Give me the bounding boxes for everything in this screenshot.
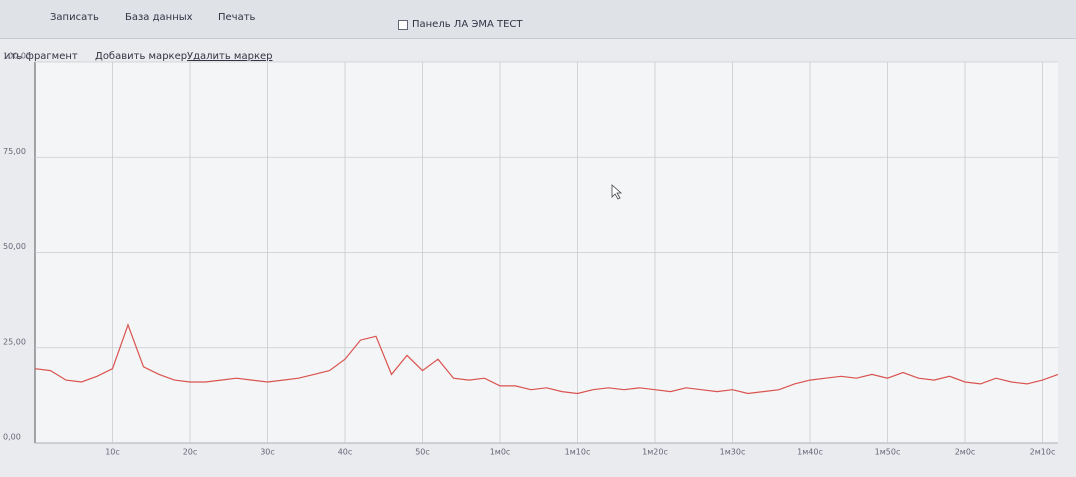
y-tick-label: 0,00 xyxy=(3,433,21,442)
x-tick-label: 1м0с xyxy=(490,448,511,457)
y-tick-label: 75,00 xyxy=(3,147,26,156)
x-tick-label: 40с xyxy=(338,448,353,457)
x-tick-label: 1м40с xyxy=(797,448,823,457)
y-tick-label: 100,00 xyxy=(3,52,31,61)
x-tick-label: 50с xyxy=(415,448,430,457)
x-tick-label: 20с xyxy=(183,448,198,457)
x-tick-label: 2м10с xyxy=(1030,448,1056,457)
x-tick-label: 1м20с xyxy=(642,448,668,457)
x-tick-label: 1м10с xyxy=(565,448,591,457)
y-tick-label: 25,00 xyxy=(3,337,26,346)
x-tick-label: 2м0с xyxy=(955,448,976,457)
x-tick-label: 1м30с xyxy=(720,448,746,457)
y-tick-label: 50,00 xyxy=(3,242,26,251)
app-window: Записать База данных Печать Панель ЛА ЭМ… xyxy=(0,0,1076,477)
x-tick-label: 30с xyxy=(260,448,275,457)
chart: 0,00 25,00 50,00 75,00 100,00 10с 20с 30с 40с 50с… xyxy=(0,0,1076,477)
x-tick-label: 1м50с xyxy=(875,448,901,457)
x-tick-label: 10с xyxy=(105,448,120,457)
